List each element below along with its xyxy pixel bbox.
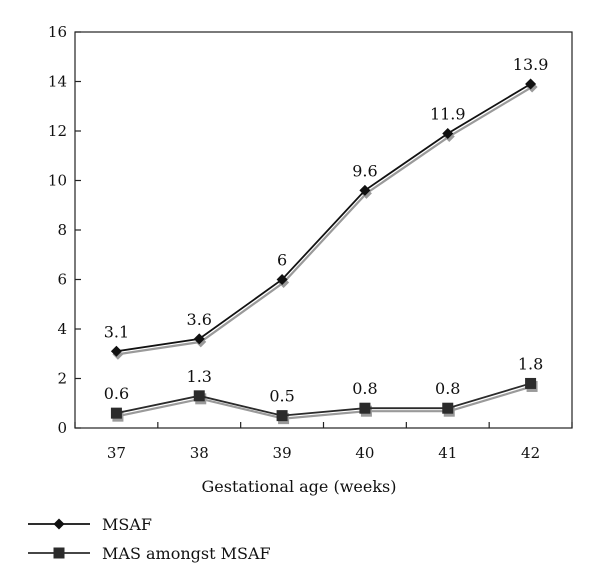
mas-point: [193, 390, 205, 402]
y-tick-label: 4: [57, 320, 67, 338]
msaf-data-label: 3.6: [187, 310, 212, 329]
y-tick-label: 8: [57, 221, 67, 239]
data-labels: 3.1 3.6 6 9.6 11.9 13.9 0.6 1.3 0.5 0.8 0.8 1.8: [104, 55, 549, 406]
mas-point: [359, 402, 371, 414]
msaf-point: [442, 127, 454, 139]
msaf-data-label: 6: [277, 251, 287, 270]
series-shadow-line: [117, 86, 533, 356]
series-shadow-line: [117, 385, 533, 420]
msaf-data-label: 3.1: [104, 322, 129, 341]
mas-data-label: 1.8: [518, 354, 543, 373]
x-tick-label: 38: [190, 444, 209, 462]
axes: 0 2 4 6 8 10 12 14 16 37 38 39 40 41 42: [48, 23, 573, 462]
mas-data-label: 0.8: [435, 379, 460, 398]
x-tick-label: 40: [355, 444, 374, 462]
mas-data-label: 0.8: [352, 379, 377, 398]
mas-data-label: 1.3: [187, 367, 212, 386]
x-tick-label: 39: [273, 444, 292, 462]
msaf-point: [359, 184, 371, 196]
legend-marker: [53, 518, 65, 530]
y-tick-label: 14: [48, 73, 67, 91]
legend-marker: [53, 547, 65, 559]
y-tick-label: 12: [48, 122, 67, 140]
x-tick-label: 37: [107, 444, 126, 462]
legend: MSAF MAS amongst MSAF: [28, 515, 271, 563]
mas-point: [525, 377, 537, 389]
mas-line: [116, 382, 531, 417]
x-axis-title: Gestational age (weeks): [201, 477, 396, 496]
msaf-data-label: 9.6: [352, 161, 377, 180]
mas-point: [442, 402, 454, 414]
msaf-data-label: 11.9: [430, 104, 466, 123]
y-tick-label: 6: [57, 271, 67, 289]
series-shadow-layer: [112, 81, 538, 425]
y-tick-label: 0: [57, 419, 67, 437]
legend-label-msaf: MSAF: [102, 515, 152, 534]
y-tick-label: 16: [48, 23, 67, 41]
msaf-point: [276, 274, 288, 285]
y-tick-label: 10: [48, 172, 67, 190]
msaf-point: [525, 78, 537, 90]
x-tick-label: 41: [438, 444, 457, 462]
mas-data-label: 0.6: [104, 384, 129, 403]
mas-data-label: 0.5: [269, 387, 294, 406]
mas-point: [110, 407, 122, 419]
series-layer: [110, 78, 537, 422]
msaf-line: [116, 83, 532, 353]
msaf-data-label: 13.9: [513, 55, 549, 74]
msaf-point: [110, 345, 122, 357]
plot-frame: [74, 31, 573, 429]
x-tick-label: 42: [521, 444, 540, 462]
mas-point: [276, 410, 288, 422]
legend-label-mas: MAS amongst MSAF: [102, 544, 271, 563]
y-tick-label: 2: [57, 370, 67, 388]
msaf-point: [193, 333, 205, 345]
